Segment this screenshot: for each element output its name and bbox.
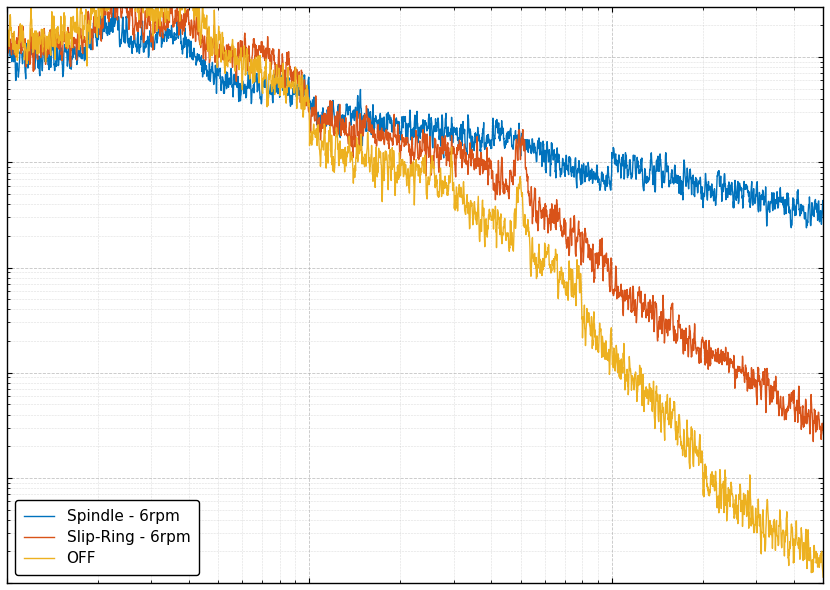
Spindle - 6rpm (95, 25, 105, 32)
OFF (350, 168, 360, 175)
Slip-Ring - 6rpm (2, 44, 12, 51)
Slip-Ring - 6rpm (95, 31, 105, 38)
Slip-Ring - 6rpm (350, 141, 360, 148)
OFF (95, 6, 105, 14)
Spindle - 6rpm (803, 218, 813, 225)
Slip-Ring - 6rpm (803, 417, 813, 424)
Legend: Spindle - 6rpm, Slip-Ring - 6rpm, OFF: Spindle - 6rpm, Slip-Ring - 6rpm, OFF (15, 500, 199, 575)
Spindle - 6rpm (818, 199, 828, 206)
Line: Spindle - 6rpm: Spindle - 6rpm (7, 8, 823, 228)
OFF (144, 10, 154, 17)
OFF (803, 550, 813, 558)
Spindle - 6rpm (350, 104, 360, 111)
Slip-Ring - 6rpm (715, 352, 725, 359)
Spindle - 6rpm (144, 52, 154, 59)
Spindle - 6rpm (315, 112, 325, 119)
Slip-Ring - 6rpm (144, 5, 154, 12)
OFF (715, 493, 725, 500)
OFF (818, 573, 828, 581)
OFF (2, 24, 12, 31)
Slip-Ring - 6rpm (818, 424, 828, 431)
Slip-Ring - 6rpm (315, 121, 325, 128)
Spindle - 6rpm (2, 53, 12, 60)
Line: OFF: OFF (7, 0, 823, 577)
Line: Slip-Ring - 6rpm: Slip-Ring - 6rpm (7, 0, 823, 441)
Spindle - 6rpm (802, 224, 812, 231)
OFF (315, 153, 325, 160)
Spindle - 6rpm (715, 180, 725, 187)
Spindle - 6rpm (109, 4, 119, 11)
Slip-Ring - 6rpm (808, 438, 818, 445)
